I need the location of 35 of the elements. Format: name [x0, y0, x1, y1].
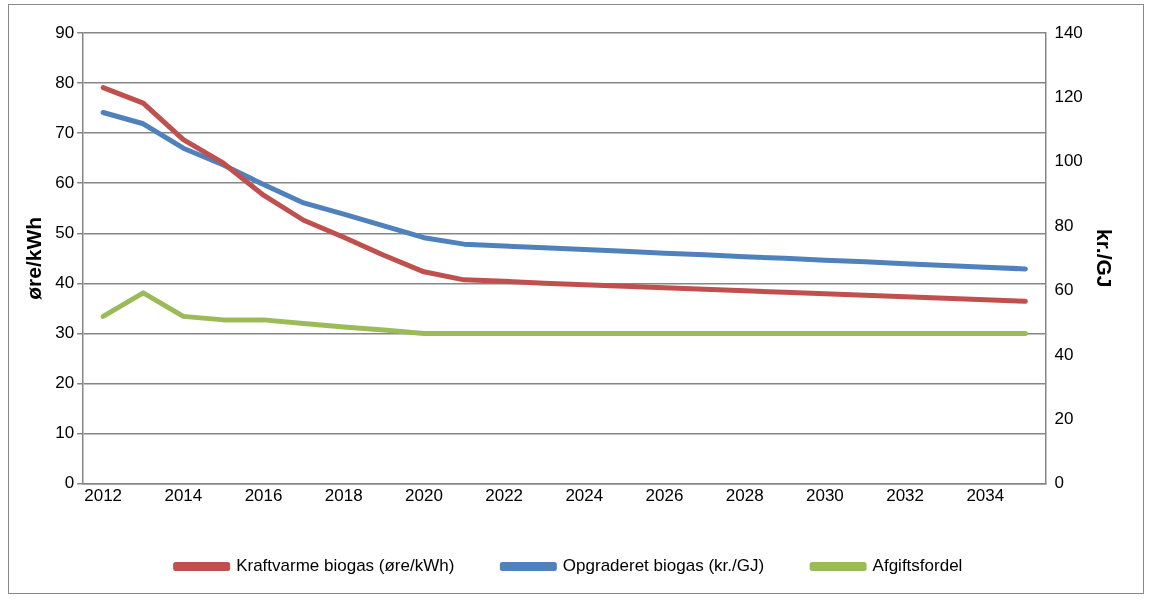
y2-tick-label: 60	[1054, 280, 1074, 300]
y-tick-label: 30	[55, 323, 75, 343]
y-tick-label: 10	[55, 423, 75, 443]
y-tick-label: 90	[55, 22, 75, 42]
legend-label: Afgiftsfordel	[872, 556, 963, 576]
x-tick-label: 2024	[565, 486, 604, 506]
x-tick-label: 2026	[645, 486, 684, 506]
x-tick-label: 2030	[805, 486, 844, 506]
legend-label: Opgraderet biogas (kr./GJ)	[562, 556, 765, 576]
x-tick-label: 2018	[324, 486, 363, 506]
y-tick-label: 20	[55, 373, 75, 393]
x-tick-label: 2014	[164, 486, 203, 506]
y-tick-label: 60	[55, 172, 75, 192]
y2-tick-label: 120	[1054, 87, 1083, 107]
x-tick-label: 2020	[405, 486, 443, 506]
y2-tick-label: 0	[1054, 473, 1064, 493]
y-tick-label: 80	[55, 72, 75, 92]
x-tick-label: 2022	[485, 486, 524, 506]
y2-tick-label: 140	[1054, 22, 1083, 42]
y2-tick-label: 100	[1054, 151, 1083, 171]
y-tick-label: 40	[55, 273, 75, 293]
y2-axis-title: kr./GJ	[1092, 229, 1116, 288]
x-tick-label: 2034	[966, 486, 1005, 506]
y-tick-label: 0	[64, 473, 75, 493]
x-tick-label: 2012	[84, 486, 123, 506]
y2-tick-label: 80	[1054, 215, 1074, 235]
y2-tick-label: 20	[1054, 408, 1074, 428]
x-tick-label: 2016	[244, 486, 283, 506]
x-tick-label: 2028	[725, 486, 764, 506]
y-axis-title: øre/kWh	[22, 216, 46, 300]
y2-tick-label: 40	[1054, 344, 1074, 364]
legend-label: Kraftvarme biogas (øre/kWh)	[236, 556, 455, 576]
x-tick-label: 2032	[886, 486, 925, 506]
y-tick-label: 50	[55, 222, 75, 242]
y-tick-label: 70	[55, 122, 75, 142]
